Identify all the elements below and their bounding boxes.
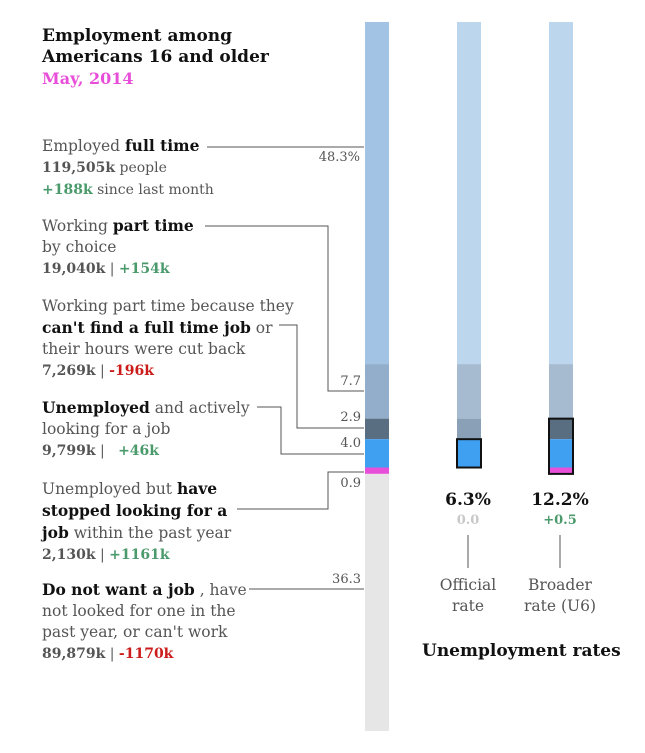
- label-part-time-bold: part time: [112, 216, 194, 235]
- label-nilf-line3: past year, or can't work: [42, 623, 228, 641]
- change-nilf: -1170k: [118, 646, 174, 662]
- label-nilf-bold: Do not want a job: [42, 580, 195, 599]
- count-full-time: 119,505k: [42, 160, 116, 176]
- pct-label-marginal: 0.9: [340, 476, 361, 491]
- u6-bar-segment-part-time-choice: [549, 364, 573, 419]
- title-line-2: Americans 16 and older: [42, 47, 269, 67]
- bar-segment-not-in-lf: [365, 473, 389, 731]
- pct-label-econ: 2.9: [340, 410, 361, 425]
- chart-subtitle: May, 2014: [42, 69, 134, 88]
- label-unemployed: Unemployed and actively looking for a jo…: [42, 398, 250, 459]
- pct-label-unemployed: 4.0: [340, 436, 361, 451]
- count-suffix-full-time: people: [115, 160, 167, 176]
- official-rate-change: 0.0: [456, 513, 480, 528]
- leader-part-time: [205, 225, 364, 392]
- count-econ: 7,269k: [42, 363, 96, 379]
- label-econ-pre: Working part time because they: [42, 297, 294, 315]
- official-rate-value: 6.3%: [445, 490, 491, 510]
- leader-marginal: [237, 471, 364, 510]
- official-bar-segment-full-time: [457, 22, 481, 365]
- leader-econ: [279, 324, 364, 429]
- official-bar-segment-unemployed: [457, 439, 481, 468]
- label-full-time: Employed full time 119,505k people +188k…: [42, 135, 214, 201]
- label-unemployed-bold: Unemployed: [42, 398, 150, 417]
- official-rate-name: Official rate: [418, 575, 518, 617]
- label-nilf-post: , have: [194, 581, 247, 599]
- bar-segment-marginal: [365, 467, 389, 474]
- u6-bar-segment-part-time-econ: [549, 418, 573, 440]
- title-line-1: Employment among: [42, 26, 233, 46]
- count-part-time: 19,040k: [42, 261, 106, 277]
- label-unemployed-line2: looking for a job: [42, 420, 171, 438]
- official-rate-name-l1: Official: [439, 576, 497, 594]
- pct-label-full-time: 48.3%: [318, 150, 360, 165]
- label-part-time-pre: Working: [42, 217, 113, 235]
- label-part-time-choice: Working part time by choice 19,040k | +1…: [42, 216, 194, 277]
- label-part-time-line2: by choice: [42, 238, 117, 256]
- u6-rate-name-l2: rate (U6): [524, 597, 596, 615]
- main-stacked-bar: [365, 22, 389, 731]
- label-unemployed-post: and actively: [149, 399, 250, 417]
- official-rate-highlight: [456, 438, 482, 469]
- label-marginal-bold2: stopped looking for a: [42, 501, 228, 520]
- rate-bars: [456, 22, 574, 475]
- u6-rate-name: Broader rate (U6): [510, 575, 610, 617]
- u6-bar-segment-full-time: [549, 22, 573, 365]
- label-not-in-lf: Do not want a job , have not looked for …: [42, 580, 247, 662]
- change-econ: -196k: [109, 363, 154, 379]
- change-unemployed: +46k: [118, 443, 159, 459]
- bar-segment-full-time: [365, 22, 389, 365]
- label-part-time-econ: Working part time because they can't fin…: [42, 297, 294, 379]
- official-bar-segment-part-time-econ: [457, 418, 481, 440]
- bar-segment-part-time-econ: [365, 418, 389, 440]
- change-part-time: +154k: [118, 261, 170, 277]
- u6-bar-segment-unemployed: [549, 439, 573, 468]
- leader-unemployed: [257, 406, 364, 455]
- label-full-time-bold: full time: [125, 136, 200, 155]
- rates-title: Unemployment rates: [422, 641, 621, 661]
- label-full-time-pre: Employed: [42, 137, 126, 155]
- change-suffix-full-time: since last month: [92, 182, 214, 198]
- label-econ-bold: can't find a full time job: [42, 318, 251, 337]
- label-marginal-bold3: job: [42, 523, 69, 542]
- label-marginal-pre: Unemployed but: [42, 480, 177, 498]
- label-econ-line3: their hours were cut back: [42, 340, 246, 358]
- bar-segment-unemployed: [365, 439, 389, 468]
- count-marginal: 2,130k: [42, 547, 96, 563]
- label-marginal: Unemployed but have stopped looking for …: [42, 479, 232, 563]
- change-marginal: +1161k: [109, 547, 170, 563]
- label-econ-post: or: [250, 319, 273, 337]
- pct-label-part-time: 7.7: [340, 374, 361, 389]
- u6-bar-segment-marginal: [549, 467, 573, 474]
- u6-rate-change: +0.5: [543, 513, 577, 528]
- leader-lines: [205, 146, 561, 590]
- count-unemployed: 9,799k: [42, 443, 96, 459]
- label-marginal-bold: have: [176, 479, 218, 498]
- u6-rate-highlight: [548, 417, 574, 475]
- change-full-time: +188k: [42, 182, 93, 198]
- u6-rate-value: 12.2%: [531, 490, 589, 510]
- count-nilf: 89,879k: [42, 646, 106, 662]
- u6-rate-name-l1: Broader: [528, 576, 592, 594]
- official-bar-segment-part-time-choice: [457, 364, 481, 419]
- label-nilf-line2: not looked for one in the: [42, 602, 236, 620]
- chart-title: Employment among Americans 16 and older: [42, 26, 269, 68]
- bar-segment-part-time-choice: [365, 364, 389, 419]
- label-marginal-post: within the past year: [68, 524, 232, 542]
- pct-label-nilf: 36.3: [332, 572, 361, 587]
- official-rate-name-l2: rate: [451, 597, 485, 615]
